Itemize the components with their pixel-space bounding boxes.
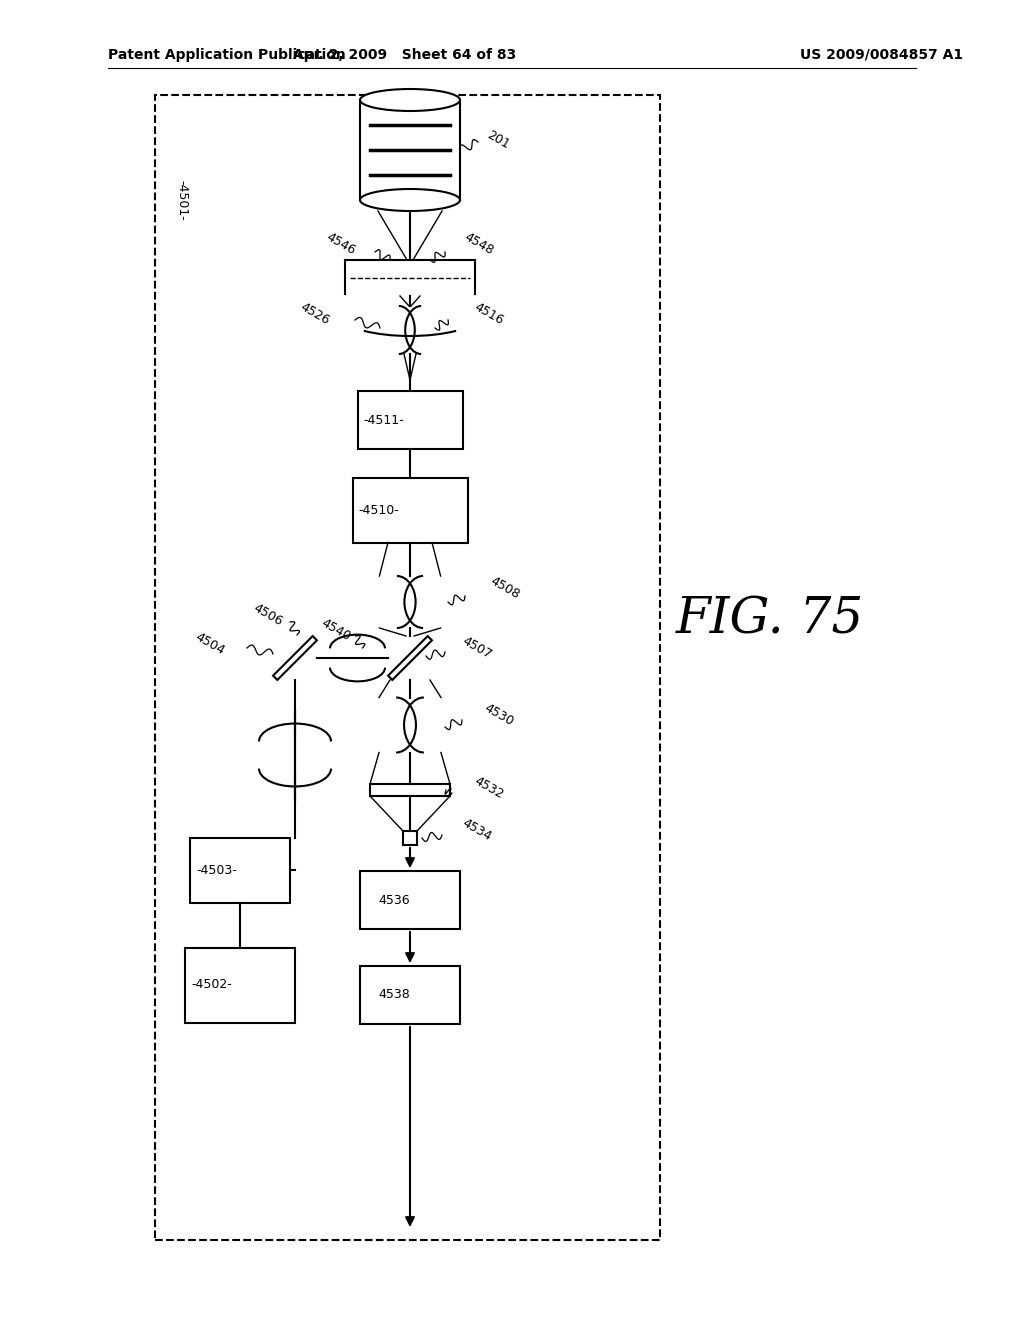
Bar	[185, 948, 295, 1023]
Bar	[155, 95, 660, 1239]
Text: 4546: 4546	[325, 231, 358, 257]
Polygon shape	[273, 636, 316, 680]
Text: 4532: 4532	[472, 775, 506, 801]
Text: -4510-: -4510-	[358, 503, 399, 516]
Text: 4530: 4530	[482, 701, 516, 729]
Bar	[352, 478, 468, 543]
Text: -4502-: -4502-	[191, 978, 231, 991]
Polygon shape	[388, 636, 432, 680]
Text: 4526: 4526	[298, 301, 332, 327]
Text: -4501-: -4501-	[175, 180, 188, 220]
Ellipse shape	[360, 189, 460, 211]
Text: US 2009/0084857 A1: US 2009/0084857 A1	[800, 48, 964, 62]
Text: 4540: 4540	[318, 616, 352, 644]
Text: 201: 201	[485, 128, 512, 152]
Bar	[190, 837, 290, 903]
Bar	[360, 871, 460, 929]
Text: FIG. 75: FIG. 75	[676, 595, 864, 644]
Bar	[360, 100, 460, 201]
Text: -4503-: -4503-	[196, 863, 237, 876]
Bar	[403, 832, 417, 845]
Text: -4511-: -4511-	[364, 413, 404, 426]
Text: Patent Application Publication: Patent Application Publication	[108, 48, 346, 62]
Text: 4534: 4534	[460, 817, 494, 843]
Text: 4548: 4548	[462, 231, 496, 257]
Bar	[370, 784, 450, 796]
Bar	[360, 966, 460, 1024]
Text: 4508: 4508	[488, 574, 522, 602]
Text: 4536: 4536	[378, 894, 410, 907]
Text: 4516: 4516	[472, 301, 506, 327]
Bar	[357, 391, 463, 449]
Text: 4538: 4538	[378, 989, 410, 1002]
Text: 4507: 4507	[460, 635, 495, 661]
Text: 4504: 4504	[193, 631, 227, 657]
Text: 4506: 4506	[251, 602, 285, 628]
Text: Apr. 2, 2009   Sheet 64 of 83: Apr. 2, 2009 Sheet 64 of 83	[293, 48, 517, 62]
Ellipse shape	[360, 88, 460, 111]
